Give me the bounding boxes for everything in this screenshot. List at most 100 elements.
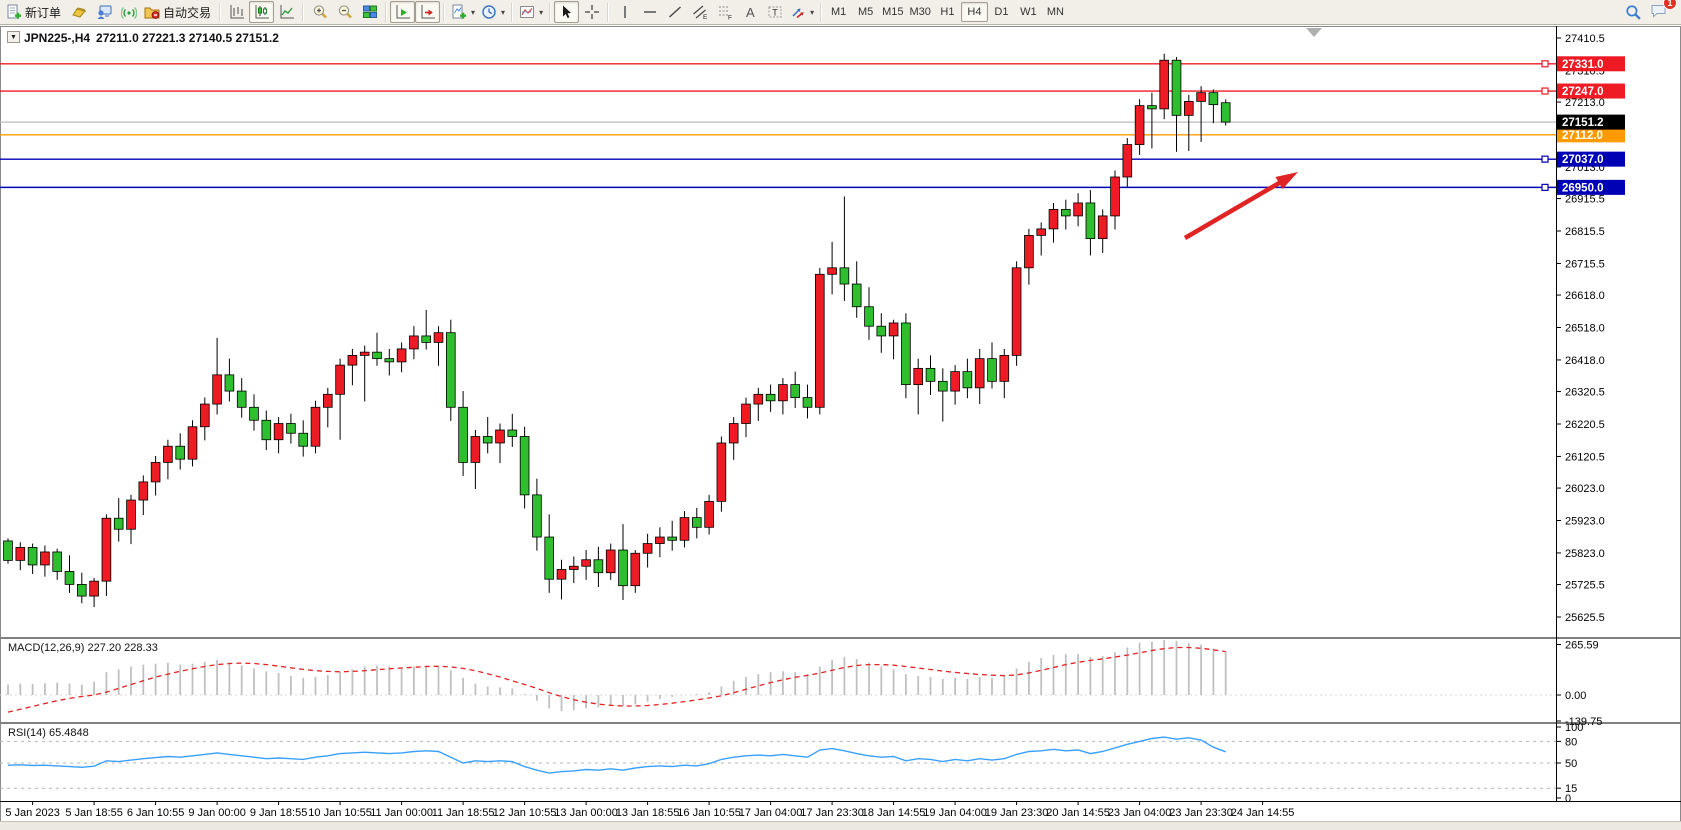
- zoom-out-button[interactable]: [332, 1, 357, 23]
- horizontal-line-button[interactable]: [637, 1, 662, 23]
- arrows-button[interactable]: ▾: [787, 1, 817, 23]
- dropdown-caret-icon: ▾: [501, 7, 506, 17]
- line-chart-icon: [280, 5, 294, 19]
- toolbar-separator: [607, 2, 610, 22]
- svg-text:50: 50: [1565, 758, 1577, 770]
- svg-text:18 Jan 14:55: 18 Jan 14:55: [862, 807, 926, 819]
- svg-text:10 Jan 10:55: 10 Jan 10:55: [308, 807, 372, 819]
- svg-text:80: 80: [1565, 736, 1577, 748]
- svg-text:26518.0: 26518.0: [1565, 323, 1605, 335]
- svg-text:19 Jan 23:30: 19 Jan 23:30: [985, 807, 1049, 819]
- vertical-line-button[interactable]: [612, 1, 637, 23]
- timeframe-button-group: M1 M5 M15 M30 H1 H4 D1 W1 MN: [825, 2, 1069, 22]
- rsi-pane-label: RSI(14) 65.4848: [8, 727, 89, 739]
- timeframe-h4[interactable]: H4: [960, 2, 988, 22]
- autotrading-icon: [144, 7, 160, 19]
- gold-ingot-button[interactable]: [66, 1, 91, 23]
- trendline-button[interactable]: [662, 1, 687, 23]
- search-button[interactable]: [1621, 1, 1646, 23]
- timeframe-d1[interactable]: D1: [988, 2, 1015, 22]
- svg-text:0: 0: [1565, 793, 1571, 805]
- svg-text:5 Jan 2023: 5 Jan 2023: [5, 807, 59, 819]
- timeframe-m15[interactable]: M15: [879, 2, 906, 22]
- autotrading-label: 自动交易: [163, 5, 212, 20]
- svg-text:17 Jan 04:00: 17 Jan 04:00: [739, 807, 803, 819]
- tile-windows-button[interactable]: [357, 1, 382, 23]
- vertical-line-icon: [623, 6, 626, 18]
- svg-text:23 Jan 04:00: 23 Jan 04:00: [1108, 807, 1172, 819]
- svg-text:13 Jan 18:55: 13 Jan 18:55: [616, 807, 680, 819]
- text-label-button[interactable]: T: [762, 1, 787, 23]
- toolbar-separator: [549, 2, 552, 22]
- svg-text:27037.0: 27037.0: [1562, 154, 1604, 166]
- svg-text:26915.5: 26915.5: [1565, 194, 1605, 206]
- horizontal-lines-layer: [0, 60, 1556, 191]
- svg-text:265.59: 265.59: [1565, 640, 1599, 652]
- svg-text:A: A: [746, 5, 755, 20]
- dropdown-caret-icon: ▾: [471, 7, 476, 17]
- crosshair-button[interactable]: [579, 1, 604, 23]
- signals-button[interactable]: [116, 1, 141, 23]
- svg-text:12 Jan 10:55: 12 Jan 10:55: [493, 807, 557, 819]
- equidistant-channel-button[interactable]: E: [687, 1, 712, 23]
- dropdown-caret-icon: ▾: [539, 7, 544, 17]
- timeframe-w1[interactable]: W1: [1015, 2, 1042, 22]
- tile-windows-icon: [362, 5, 377, 18]
- auto-scroll-button[interactable]: [390, 1, 416, 23]
- bar-chart-button[interactable]: [224, 1, 249, 23]
- svg-text:19 Jan 04:00: 19 Jan 04:00: [923, 807, 987, 819]
- cursor-icon: [562, 5, 571, 18]
- svg-text:E: E: [703, 14, 708, 20]
- fibonacci-button[interactable]: F: [712, 1, 737, 23]
- svg-text:27331.0: 27331.0: [1562, 59, 1604, 71]
- new-order-button[interactable]: 新订单: [3, 1, 66, 23]
- rsi-layer: [0, 736, 1556, 789]
- timeframe-m30[interactable]: M30: [907, 2, 934, 22]
- templates-button[interactable]: ▾: [516, 1, 546, 23]
- svg-text:26023.0: 26023.0: [1565, 483, 1605, 495]
- text-button[interactable]: A: [737, 1, 762, 23]
- chart-shift-icon: [421, 5, 435, 19]
- line-chart-button[interactable]: [274, 1, 299, 23]
- svg-text:26715.5: 26715.5: [1565, 258, 1605, 270]
- svg-text:13 Jan 00:00: 13 Jan 00:00: [554, 807, 618, 819]
- chart-shift-button[interactable]: [415, 1, 441, 23]
- cursor-button[interactable]: [554, 1, 580, 23]
- chart-ohlc-values: 27211.0 27221.3 27140.5 27151.2: [96, 31, 279, 45]
- horizontal-line-icon: [643, 11, 656, 13]
- toolbar: 新订单 自动交易: [0, 0, 1681, 25]
- timeframe-h1[interactable]: H1: [934, 2, 961, 22]
- price-axis: 27410.527310.527213.027013.026915.526815…: [0, 26, 1681, 805]
- toolbar-separator: [302, 2, 305, 22]
- new-order-label: 新订单: [25, 5, 62, 20]
- svg-text:26220.5: 26220.5: [1565, 419, 1605, 431]
- toolbar-separator: [219, 2, 222, 22]
- clock-icon: [482, 5, 496, 19]
- autotrading-button[interactable]: 自动交易: [141, 1, 216, 23]
- timeframe-m1[interactable]: M1: [825, 2, 852, 22]
- template-icon: [520, 6, 535, 18]
- timeframe-mn[interactable]: MN: [1042, 2, 1069, 22]
- chart-title: JPN225-,H4 27211.0 27221.3 27140.5 27151.…: [24, 31, 279, 45]
- svg-text:26815.5: 26815.5: [1565, 226, 1605, 238]
- toolbar-separator: [820, 2, 823, 22]
- timeframe-m5[interactable]: M5: [852, 2, 879, 22]
- svg-text:26418.0: 26418.0: [1565, 355, 1605, 367]
- periods-button[interactable]: ▾: [478, 1, 508, 23]
- trendline-icon: [668, 6, 681, 18]
- text-icon: A: [746, 5, 755, 20]
- search-icon: [1626, 4, 1641, 20]
- indicators-button[interactable]: ▾: [448, 1, 478, 23]
- price-badges: 27331.0 27247.0 27112.0 27037.0 26950.0 27151…: [1557, 56, 1625, 195]
- zoom-in-button[interactable]: [307, 1, 332, 23]
- terminal-button[interactable]: [91, 1, 116, 23]
- svg-text:25923.0: 25923.0: [1565, 516, 1605, 528]
- notification-badge: 1: [1663, 0, 1677, 10]
- one-click-trading-toggle[interactable]: ▼: [7, 31, 20, 43]
- equidistant-channel-icon: E: [692, 5, 708, 20]
- candlestick-chart-button[interactable]: [249, 1, 275, 23]
- zoom-in-icon: [313, 5, 327, 19]
- svg-text:25625.5: 25625.5: [1565, 612, 1605, 624]
- svg-text:26320.5: 26320.5: [1565, 387, 1605, 399]
